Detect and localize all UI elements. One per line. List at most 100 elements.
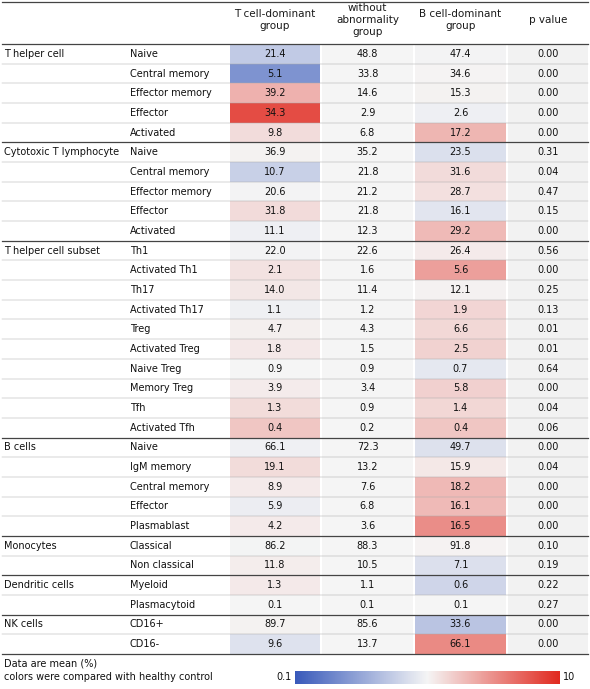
Text: 11.4: 11.4: [357, 285, 378, 295]
Bar: [230, 398, 320, 418]
Bar: [415, 671, 416, 684]
Text: 1.1: 1.1: [267, 305, 283, 315]
Bar: [348, 671, 349, 684]
Bar: [423, 671, 424, 684]
Bar: [230, 280, 320, 300]
Text: 22.6: 22.6: [357, 245, 378, 256]
Text: 1.3: 1.3: [267, 403, 283, 413]
Bar: [324, 671, 325, 684]
Bar: [333, 671, 334, 684]
Text: 0.00: 0.00: [537, 619, 559, 630]
Bar: [511, 671, 512, 684]
Bar: [553, 671, 554, 684]
Bar: [375, 671, 376, 684]
Text: 91.8: 91.8: [450, 541, 471, 551]
Bar: [535, 671, 536, 684]
Bar: [508, 221, 588, 240]
Text: 86.2: 86.2: [264, 541, 286, 551]
Bar: [424, 671, 425, 684]
Bar: [383, 671, 384, 684]
Bar: [505, 671, 506, 684]
Bar: [322, 201, 413, 221]
Bar: [230, 63, 320, 83]
Bar: [364, 671, 365, 684]
Text: Activated Th17: Activated Th17: [130, 305, 204, 315]
Text: 16.5: 16.5: [450, 521, 471, 531]
Bar: [310, 671, 311, 684]
Text: Central memory: Central memory: [130, 68, 209, 79]
Text: 0.00: 0.00: [537, 442, 559, 453]
Bar: [438, 671, 439, 684]
Bar: [296, 671, 297, 684]
Bar: [415, 438, 506, 457]
Bar: [468, 671, 469, 684]
Text: 0.00: 0.00: [537, 639, 559, 649]
Bar: [230, 555, 320, 575]
Bar: [359, 671, 360, 684]
Bar: [322, 182, 413, 201]
Bar: [512, 671, 513, 684]
Bar: [538, 671, 539, 684]
Text: Cytotoxic T lymphocyte: Cytotoxic T lymphocyte: [4, 147, 119, 157]
Bar: [537, 671, 538, 684]
Bar: [446, 671, 447, 684]
Bar: [322, 595, 413, 615]
Bar: [322, 221, 413, 240]
Bar: [363, 671, 364, 684]
Text: 16.1: 16.1: [450, 502, 471, 511]
Text: Monocytes: Monocytes: [4, 541, 57, 551]
Text: 0.31: 0.31: [537, 147, 559, 157]
Text: 0.00: 0.00: [537, 49, 559, 59]
Bar: [415, 418, 506, 438]
Bar: [469, 671, 470, 684]
Bar: [230, 615, 320, 635]
Bar: [513, 671, 514, 684]
Bar: [449, 671, 450, 684]
Bar: [366, 671, 367, 684]
Bar: [542, 671, 543, 684]
Bar: [508, 103, 588, 123]
Bar: [544, 671, 545, 684]
Bar: [351, 671, 352, 684]
Text: 4.3: 4.3: [360, 325, 375, 334]
Bar: [230, 240, 320, 260]
Bar: [419, 671, 420, 684]
Bar: [417, 671, 418, 684]
Text: 5.9: 5.9: [267, 502, 283, 511]
Bar: [415, 280, 506, 300]
Bar: [399, 671, 401, 684]
Bar: [412, 671, 413, 684]
Bar: [483, 671, 484, 684]
Bar: [345, 671, 346, 684]
Bar: [380, 671, 381, 684]
Bar: [481, 671, 482, 684]
Bar: [525, 671, 526, 684]
Bar: [376, 671, 377, 684]
Bar: [386, 671, 387, 684]
Text: 2.6: 2.6: [453, 108, 468, 118]
Text: 14.6: 14.6: [357, 88, 378, 99]
Bar: [415, 398, 506, 418]
Bar: [388, 671, 389, 684]
Bar: [415, 300, 506, 320]
Bar: [365, 671, 366, 684]
Bar: [415, 162, 506, 182]
Bar: [491, 671, 493, 684]
Bar: [517, 671, 518, 684]
Bar: [408, 671, 409, 684]
Bar: [484, 671, 485, 684]
Text: Effector: Effector: [130, 206, 168, 216]
Text: NK cells: NK cells: [4, 619, 43, 630]
Bar: [307, 671, 308, 684]
Bar: [415, 457, 506, 477]
Bar: [322, 260, 413, 280]
Bar: [480, 671, 481, 684]
Bar: [344, 671, 345, 684]
Bar: [549, 671, 550, 684]
Bar: [322, 359, 413, 378]
Text: 0.00: 0.00: [537, 88, 559, 99]
Bar: [508, 339, 588, 359]
Bar: [360, 671, 361, 684]
Bar: [441, 671, 442, 684]
Bar: [526, 671, 527, 684]
